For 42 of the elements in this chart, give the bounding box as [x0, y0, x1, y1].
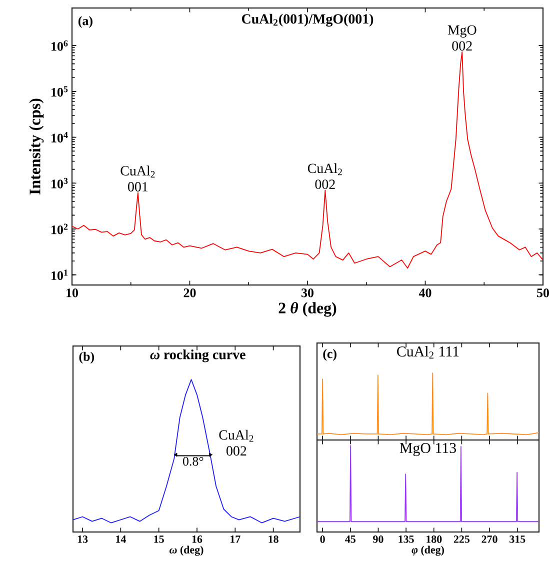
x-axis-title: ω (deg)	[170, 546, 204, 556]
x-tick-label: 0	[320, 536, 325, 543]
y-tick-label: 10$^{6}$	[52, 40, 68, 51]
annotation: CuAl$_{2}$ 002	[308, 163, 342, 190]
text: (c)	[323, 349, 336, 361]
x-tick-label: 20	[184, 288, 196, 298]
x-tick-label: 14	[116, 536, 126, 543]
x-tick-label: 50	[537, 288, 549, 298]
annotation: CuAl$_{2}$ 002	[219, 430, 254, 456]
y-tick-label: 10$^{4}$	[52, 132, 68, 142]
x-tick-label: 270	[482, 536, 498, 543]
chart-title: ω rocking curve	[150, 349, 246, 362]
y-tick-label: 10$^{3}$	[52, 178, 68, 188]
x-tick-label: 10	[66, 288, 78, 298]
x-tick-label: 13	[78, 536, 88, 543]
x-tick-label: 225	[454, 536, 470, 543]
annotation: (a)	[78, 16, 92, 28]
annotation: CuAl$_{2}$ 001	[120, 166, 155, 192]
x-tick-label: 90	[373, 536, 384, 543]
y-tick-label: 10$^{1}$	[52, 270, 68, 280]
chart-title: CuAl$_{2}$ 111	[397, 346, 459, 359]
x-tick-label: 15	[154, 536, 164, 543]
chart-title: CuAl$_{2}$(001)/MgO(001)	[242, 14, 374, 27]
annotation: MgO 002	[448, 25, 476, 51]
x-tick-label: 180	[426, 536, 442, 543]
x-tick-label: 45	[345, 536, 356, 543]
x-tick-label: 40	[418, 288, 432, 298]
x-tick-label: 30	[302, 288, 314, 298]
x-tick-label: 135	[398, 536, 414, 543]
x-axis-title: φ (deg)	[412, 546, 444, 556]
x-tick-label: 17	[230, 536, 240, 543]
chart-title: MgO 113	[400, 443, 456, 456]
line-series	[72, 51, 544, 269]
x-tick-label: 18	[268, 536, 278, 543]
y-tick-label: 10$^{5}$	[52, 86, 68, 97]
y-axis-title: Intensity (cps)	[29, 98, 44, 194]
y-tick-label: 10$^{2}$	[52, 224, 68, 234]
x-tick-label: 315	[510, 536, 526, 543]
annotation: 0.8°	[182, 456, 204, 466]
x-axis-title: 2 θ (deg)	[278, 302, 336, 317]
x-tick-label: 16	[192, 536, 202, 543]
text: (b)	[79, 352, 94, 364]
